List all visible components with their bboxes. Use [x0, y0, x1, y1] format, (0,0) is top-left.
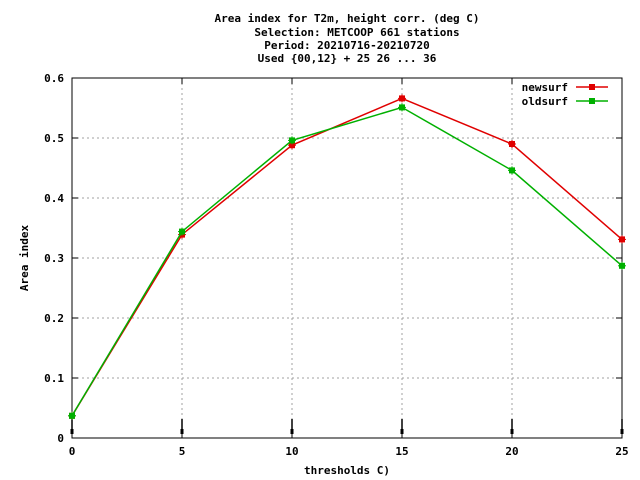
x-tick-labels: 0 5 10 15 20 25 [69, 445, 629, 458]
y-tick-label: 0.5 [44, 132, 64, 145]
y-tick-label: 0.6 [44, 72, 64, 85]
y-tick-label: 0.2 [44, 312, 64, 325]
axis-ticks [71, 77, 623, 439]
threshold-marker-dot [70, 429, 74, 434]
legend-marker-newsurf [589, 84, 595, 90]
x-tick-label: 5 [179, 445, 186, 458]
x-axis-label: thresholds C) [304, 464, 390, 477]
title-line-4: Used {00,12} + 25 26 ... 36 [258, 52, 437, 65]
y-tick-labels: 0 0.1 0.2 0.3 0.4 0.5 0.6 [44, 72, 64, 445]
legend-marker-oldsurf [589, 98, 595, 104]
y-axis-label: Area index [18, 225, 31, 292]
threshold-marker-dot [510, 429, 514, 434]
y-tick-label: 0.4 [44, 192, 64, 205]
legend-label-newsurf: newsurf [522, 81, 568, 94]
title-line-2: Selection: METCOOP 661 stations [254, 26, 459, 39]
x-tick-label: 0 [69, 445, 76, 458]
x-tick-label: 20 [505, 445, 518, 458]
series-line-newsurf [71, 97, 623, 417]
x-tick-label: 25 [615, 445, 628, 458]
x-tick-label: 15 [395, 445, 408, 458]
grid [72, 78, 622, 438]
y-tick-label: 0 [57, 432, 64, 445]
chart-title: Area index for T2m, height corr. (deg C)… [215, 12, 480, 65]
title-line-1: Area index for T2m, height corr. (deg C) [215, 12, 480, 25]
threshold-marker-dot [620, 429, 624, 434]
threshold-marker-dot [290, 429, 294, 434]
y-tick-label: 0.1 [44, 372, 64, 385]
threshold-marker-dot [180, 429, 184, 434]
series-line-oldsurf [71, 106, 623, 417]
threshold-marker-dot [400, 429, 404, 434]
x-tick-label: 10 [285, 445, 298, 458]
title-line-3: Period: 20210716-20210720 [264, 39, 430, 52]
legend-label-oldsurf: oldsurf [522, 95, 568, 108]
bottom-threshold-markers [70, 419, 624, 434]
y-tick-label: 0.3 [44, 252, 64, 265]
series-group [68, 94, 626, 420]
